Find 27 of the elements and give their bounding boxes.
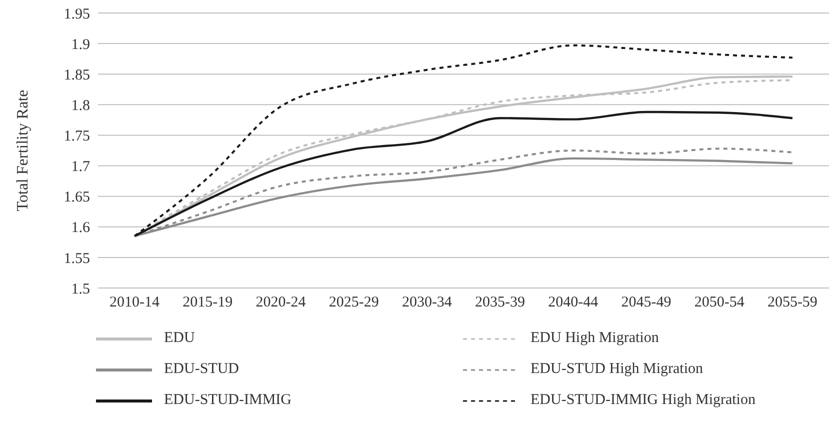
y-tick-label: 1.9 — [71, 36, 90, 53]
x-tick-label: 2035-39 — [475, 294, 526, 311]
y-axis-title: Total Fertility Rate — [14, 90, 32, 212]
x-tick-label: 2040-44 — [548, 294, 599, 311]
x-tick-label: 2030-34 — [402, 294, 452, 311]
x-tick-label: 2020-24 — [256, 294, 306, 311]
legend-label: EDU-STUD-IMMIG — [164, 392, 292, 409]
y-tick-label: 1.7 — [71, 159, 90, 176]
legend-label: EDU-STUD High Migration — [530, 361, 703, 378]
legend-label: EDU-STUD-IMMIG High Migration — [530, 392, 756, 409]
y-tick-label: 1.5 — [71, 281, 90, 298]
x-tick-label: 2050-54 — [694, 294, 745, 311]
y-tick-label: 1.85 — [64, 67, 90, 84]
x-tick-label: 2015-19 — [182, 294, 233, 311]
y-tick-label: 1.55 — [64, 250, 90, 267]
y-tick-label: 1.75 — [64, 128, 90, 145]
x-tick-label: 2010-14 — [110, 294, 160, 311]
x-tick-label: 2025-29 — [328, 294, 379, 311]
y-tick-label: 1.6 — [71, 220, 90, 236]
y-tick-label: 1.65 — [64, 190, 90, 206]
legend-label: EDU — [164, 330, 195, 347]
y-tick-label: 1.95 — [64, 6, 90, 22]
legend-label: EDU-STUD — [164, 361, 239, 378]
legend-label: EDU High Migration — [530, 330, 659, 347]
x-tick-label: 2045-49 — [621, 294, 672, 311]
y-tick-label: 1.8 — [71, 98, 90, 114]
x-tick-label: 2055-59 — [767, 294, 818, 311]
